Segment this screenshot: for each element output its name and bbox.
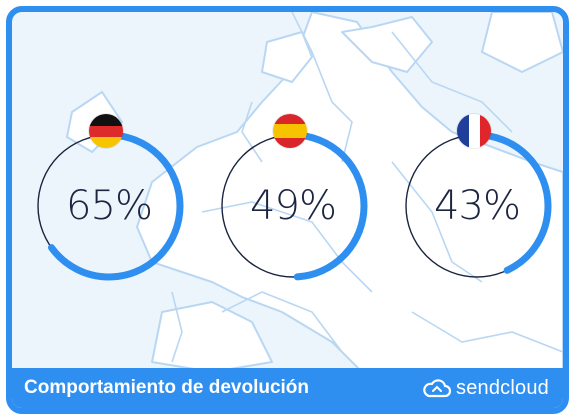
spain-flag-icon	[273, 114, 307, 148]
percent-value: 65%	[66, 183, 153, 229]
europe-map-background	[66, 12, 563, 372]
percent-value: 43%	[434, 183, 521, 229]
brand-logo: sendcloud	[422, 376, 549, 400]
cloud-icon	[423, 379, 452, 398]
brand-name: sendcloud	[456, 376, 549, 399]
stat-france: 43%	[401, 114, 553, 282]
percent-value: 49%	[250, 183, 337, 229]
germany-flag-icon	[89, 114, 123, 148]
stat-germany: 65%	[33, 114, 185, 282]
france-flag-icon	[457, 114, 491, 148]
footer-bar: Comportamiento de devolución sendcloud	[12, 368, 563, 408]
footer-title: Comportamiento de devolución	[24, 377, 310, 398]
return-behavior-card: 65% 49% 43% Comportamiento de devolución	[6, 6, 569, 414]
stat-spain: 49%	[217, 114, 369, 282]
